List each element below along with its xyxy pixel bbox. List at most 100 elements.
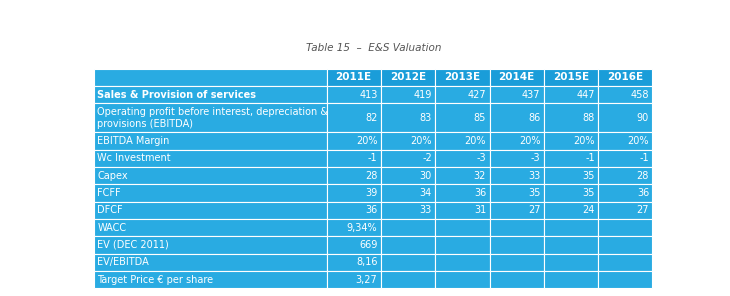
- Bar: [94, 150, 326, 167]
- Text: 33: 33: [529, 171, 540, 181]
- Text: 36: 36: [474, 188, 486, 198]
- Bar: [381, 132, 435, 150]
- Bar: [94, 167, 326, 184]
- Bar: [490, 202, 544, 219]
- Bar: [94, 132, 326, 150]
- Bar: [598, 236, 653, 254]
- Text: Capex: Capex: [98, 171, 128, 181]
- Text: 30: 30: [420, 171, 431, 181]
- Bar: [435, 167, 490, 184]
- Bar: [381, 69, 435, 86]
- Bar: [598, 167, 653, 184]
- Text: -1: -1: [639, 153, 649, 163]
- Bar: [94, 254, 326, 271]
- Text: 2011E: 2011E: [336, 72, 372, 82]
- Bar: [490, 150, 544, 167]
- Bar: [435, 184, 490, 202]
- Text: 28: 28: [365, 171, 377, 181]
- Text: -2: -2: [422, 153, 431, 163]
- Text: -1: -1: [585, 153, 595, 163]
- Text: 33: 33: [420, 205, 431, 215]
- Text: EBITDA Margin: EBITDA Margin: [98, 136, 170, 146]
- Bar: [598, 103, 653, 132]
- Bar: [598, 86, 653, 103]
- Text: Wc Investment: Wc Investment: [98, 153, 171, 163]
- Bar: [598, 184, 653, 202]
- Bar: [490, 184, 544, 202]
- Text: 28: 28: [637, 171, 649, 181]
- Bar: [326, 202, 381, 219]
- Text: 31: 31: [474, 205, 486, 215]
- Bar: [490, 132, 544, 150]
- Text: 2016E: 2016E: [607, 72, 643, 82]
- Text: WACC: WACC: [98, 223, 126, 233]
- Text: 20%: 20%: [464, 136, 486, 146]
- Text: 458: 458: [631, 90, 649, 99]
- Text: 86: 86: [529, 113, 540, 123]
- Bar: [544, 271, 598, 288]
- Text: -1: -1: [368, 153, 377, 163]
- Bar: [326, 254, 381, 271]
- Text: 88: 88: [583, 113, 595, 123]
- Bar: [544, 69, 598, 86]
- Bar: [435, 86, 490, 103]
- Bar: [326, 86, 381, 103]
- Text: 83: 83: [420, 113, 431, 123]
- Text: 413: 413: [359, 90, 377, 99]
- Text: 447: 447: [576, 90, 595, 99]
- Text: Target Price € per share: Target Price € per share: [98, 275, 214, 285]
- Text: 2014E: 2014E: [499, 72, 535, 82]
- Bar: [326, 103, 381, 132]
- Bar: [94, 103, 326, 132]
- Bar: [544, 86, 598, 103]
- Bar: [381, 254, 435, 271]
- Bar: [435, 132, 490, 150]
- Bar: [94, 202, 326, 219]
- Text: FCFF: FCFF: [98, 188, 121, 198]
- Text: 90: 90: [637, 113, 649, 123]
- Bar: [435, 271, 490, 288]
- Text: 3,27: 3,27: [356, 275, 377, 285]
- Text: DFCF: DFCF: [98, 205, 123, 215]
- Bar: [381, 219, 435, 236]
- Text: 36: 36: [365, 205, 377, 215]
- Bar: [435, 150, 490, 167]
- Text: Sales & Provision of services: Sales & Provision of services: [98, 90, 256, 99]
- Bar: [598, 132, 653, 150]
- Text: 2013E: 2013E: [445, 72, 480, 82]
- Bar: [381, 184, 435, 202]
- Bar: [94, 69, 326, 86]
- Bar: [381, 103, 435, 132]
- Text: 9,34%: 9,34%: [347, 223, 377, 233]
- Text: EV/EBITDA: EV/EBITDA: [98, 257, 149, 267]
- Text: 2012E: 2012E: [390, 72, 426, 82]
- Bar: [94, 271, 326, 288]
- Bar: [94, 184, 326, 202]
- Text: 437: 437: [522, 90, 540, 99]
- Bar: [490, 271, 544, 288]
- Text: 24: 24: [583, 205, 595, 215]
- Text: 36: 36: [637, 188, 649, 198]
- Bar: [435, 69, 490, 86]
- Bar: [435, 254, 490, 271]
- Bar: [490, 219, 544, 236]
- Bar: [598, 202, 653, 219]
- Text: 20%: 20%: [356, 136, 377, 146]
- Bar: [544, 150, 598, 167]
- Text: 669: 669: [359, 240, 377, 250]
- Bar: [326, 150, 381, 167]
- Text: 8,16: 8,16: [356, 257, 377, 267]
- Text: 27: 27: [528, 205, 540, 215]
- Bar: [94, 219, 326, 236]
- Bar: [94, 236, 326, 254]
- Bar: [326, 184, 381, 202]
- Text: EV (DEC 2011): EV (DEC 2011): [98, 240, 169, 250]
- Bar: [598, 254, 653, 271]
- Bar: [544, 132, 598, 150]
- Text: 35: 35: [583, 188, 595, 198]
- Bar: [490, 69, 544, 86]
- Bar: [326, 167, 381, 184]
- Bar: [326, 271, 381, 288]
- Bar: [381, 167, 435, 184]
- Text: 20%: 20%: [410, 136, 431, 146]
